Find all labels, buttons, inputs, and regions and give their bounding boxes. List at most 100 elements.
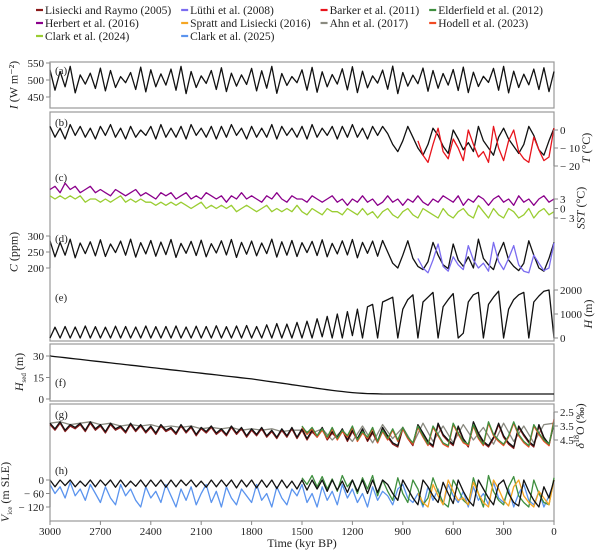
y-axis-label: T (°C) [579,133,593,163]
y-tick-label: 500 [28,75,45,87]
legend-label: Ahn et al. (2017) [330,18,409,30]
series-line-model [49,479,555,508]
y-tick-label: 550 [28,58,45,70]
x-tick-label: 2700 [89,526,112,538]
legend-label: Spratt and Lisiecki (2016) [190,18,311,30]
x-tick-label: 2100 [190,526,213,538]
legend-label: Clark et al. (2024) [45,31,129,43]
y-axis-label: SST (°C) [573,187,587,229]
legend-label: Hodell et al. (2023) [438,18,528,30]
series-line-model [49,238,555,272]
panel-e [49,289,555,339]
series-line-elderfield-et-al-2012 [301,421,555,447]
axes-frame [49,343,555,402]
y-tick-label: 3 [560,194,566,206]
legend-entry: Lisiecki and Raymo (2005) [36,5,171,17]
y-tick-label: 2000 [560,285,583,297]
legend-entry: Clark et al. (2025) [181,31,275,43]
y-tick-label: − 10 [560,143,580,155]
series-line-model [49,123,555,156]
series-line-model [49,289,555,339]
legend-label: Lisiecki and Raymo (2005) [45,5,171,17]
legend-label: Clark et al. (2025) [190,31,274,43]
legend-entry: Hodell et al. (2023) [429,18,528,30]
y-tick-label: 0 [560,333,566,345]
y-tick-label: 4.5 [560,435,574,447]
legend-entry: Barker et al. (2011) [320,5,420,17]
panel-label: (g) [55,409,68,421]
legend-label: Lüthi et al. (2008) [190,5,274,17]
axes-ticks: (a) 550 500 450 I (W m⁻²) (b) 0 − 10 − 20T (°C) (… [0,58,595,538]
legend-entry: Spratt and Lisiecki (2016) [181,18,311,30]
panel-h [49,474,555,508]
series-line-herbert-et-al-2016 [49,182,555,206]
x-tick-label: 3000 [39,526,62,538]
series-line-clark-et-al-2025 [49,481,555,508]
y-tick-label: 1000 [560,309,583,321]
y-axis-label: Hsed (m) [12,353,28,392]
x-tick-label: 900 [395,526,412,538]
y-tick-label: − 60 [24,489,44,501]
x-tick-label: 300 [495,526,512,538]
axes-frame [49,111,555,342]
y-tick-label: 2.5 [560,407,574,419]
series-line-l-thi-et-al-2008 [417,241,555,274]
panel-label: (e) [55,292,68,304]
x-tick-label: 1200 [341,526,364,538]
x-tick-label: 0 [551,526,557,538]
panel-g [49,418,555,450]
series-line-barker-et-al-2011 [417,125,555,164]
y-tick-label: 0 [560,204,566,216]
panel-label: (b) [55,117,68,129]
y-tick-label: 3.5 [560,421,574,433]
x-tick-label: 600 [445,526,462,538]
y-axis-label: δ18O (‰) [572,403,587,448]
legend-entry: Ahn et al. (2017) [320,18,409,30]
x-axis-label: Time (kyr BP) [267,536,337,550]
y-tick-label: − 3 [560,213,575,225]
series-line-elderfield-et-al-2012 [301,474,555,508]
series-line-spratt-and-lisiecki-2016 [417,479,555,508]
y-tick-label: 0 [39,475,45,487]
y-tick-label: 450 [28,92,45,104]
y-tick-label: − 120 [19,502,45,514]
panel-label: (c) [55,172,68,184]
axes-frame [49,403,555,522]
y-tick-label: 30 [33,351,45,363]
y-axis-label: C (ppm) [7,232,21,272]
y-tick-label: − 20 [560,161,580,173]
legend-entry: Lüthi et al. (2008) [181,5,274,17]
plot-lines [49,65,555,508]
panel-label: (d) [55,233,68,245]
panel-f [49,355,554,395]
y-axis-label: I (W m⁻²) [7,61,21,110]
y-axis-label: Vice (m SLE) [0,462,14,522]
legend-label: Elderfield et al. (2012) [438,5,543,17]
y-tick-label: 0 [39,394,45,406]
panel-label: (h) [55,465,68,477]
panel-b [49,123,555,164]
x-tick-label: 2400 [140,526,163,538]
panel-label: (f) [55,377,66,389]
series-line-clark-et-al-2024 [49,195,555,219]
y-axis-label: H (m) [581,299,595,329]
legend-label: Barker et al. (2011) [330,5,420,17]
panel-a [49,65,555,95]
legend-entry: Herbert et al. (2016) [36,18,139,30]
x-tick-label: 1500 [291,526,314,538]
series-line-model [49,355,554,395]
y-tick-label: 200 [28,263,45,275]
y-tick-label: 15 [33,373,45,385]
y-tick-label: 0 [560,125,566,137]
y-tick-label: 300 [28,231,45,243]
y-tick-label: 250 [28,247,45,259]
legend-entry: Clark et al. (2024) [36,31,129,43]
axes-frames [49,61,555,522]
x-tick-label: 1800 [241,526,264,538]
series-line-model [49,65,555,95]
panel-label: (a) [55,65,68,77]
legend: Lisiecki and Raymo (2005) Lüthi et al. (2… [36,5,543,43]
legend-entry: Elderfield et al. (2012) [429,5,543,17]
panel-d [49,238,555,274]
